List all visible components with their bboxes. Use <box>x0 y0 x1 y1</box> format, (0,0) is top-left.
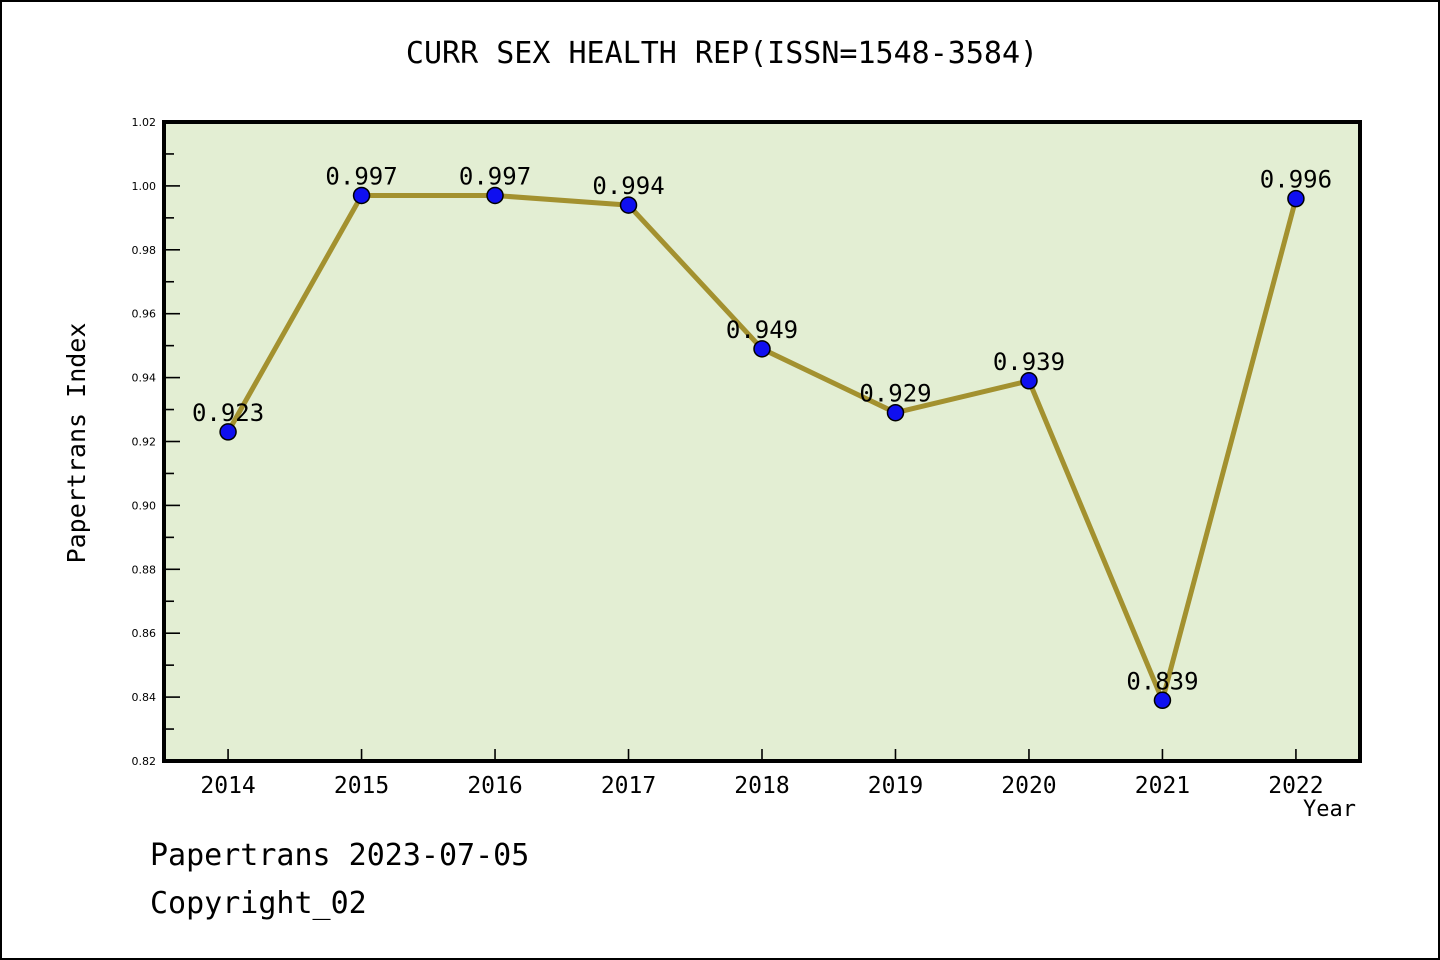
point-label: 0.997 <box>325 162 397 190</box>
data-point <box>753 340 771 358</box>
point-label: 0.949 <box>726 316 798 344</box>
x-tick-label: 2017 <box>601 773 656 799</box>
y-tick-label: 0.96 <box>132 308 157 321</box>
point-label: 0.997 <box>459 162 531 190</box>
x-tick-label: 2020 <box>1001 773 1056 799</box>
point-label: 0.939 <box>993 348 1065 376</box>
y-tick-label: 0.84 <box>132 691 157 704</box>
chart-title: CURR SEX HEALTH REP(ISSN=1548-3584) <box>405 36 1039 71</box>
plot-border <box>162 120 1362 763</box>
y-tick-label: 0.92 <box>132 436 157 449</box>
x-tick-label: 2014 <box>200 773 255 799</box>
x-tick-label: 2018 <box>734 773 789 799</box>
x-tick-label: 2021 <box>1135 773 1190 799</box>
data-point <box>219 423 237 441</box>
data-point <box>486 186 504 205</box>
y-tick-label: 0.88 <box>132 563 157 576</box>
y-tick-label: 0.82 <box>132 755 157 768</box>
point-label: 0.994 <box>592 172 664 200</box>
x-tick-label: 2022 <box>1268 773 1323 799</box>
point-label: 0.929 <box>859 380 931 408</box>
point-label: 0.923 <box>192 399 264 427</box>
x-tick-label: 2016 <box>467 773 522 799</box>
data-point <box>886 403 905 422</box>
data-point <box>619 196 638 214</box>
x-tick-label: 2015 <box>334 773 389 799</box>
x-axis-title: Year <box>1303 797 1356 822</box>
y-tick-label: 0.98 <box>132 244 157 257</box>
point-label: 0.839 <box>1126 667 1198 695</box>
y-tick-label: 1.02 <box>132 116 157 129</box>
y-tick-label: 0.86 <box>132 627 157 640</box>
footer-date: Papertrans 2023-07-05 <box>150 838 530 873</box>
data-point <box>1153 691 1172 710</box>
data-point <box>1287 189 1305 208</box>
plot-area <box>164 122 1360 761</box>
x-tick-label: 2019 <box>868 773 923 799</box>
y-tick-label: 0.94 <box>132 372 157 385</box>
y-tick-label: 1.00 <box>132 180 157 193</box>
footer-copyright: Copyright_02 <box>150 886 367 921</box>
data-point <box>352 186 371 205</box>
point-label: 0.996 <box>1260 166 1332 194</box>
data-point <box>1020 372 1038 390</box>
y-tick-label: 0.90 <box>132 499 157 512</box>
